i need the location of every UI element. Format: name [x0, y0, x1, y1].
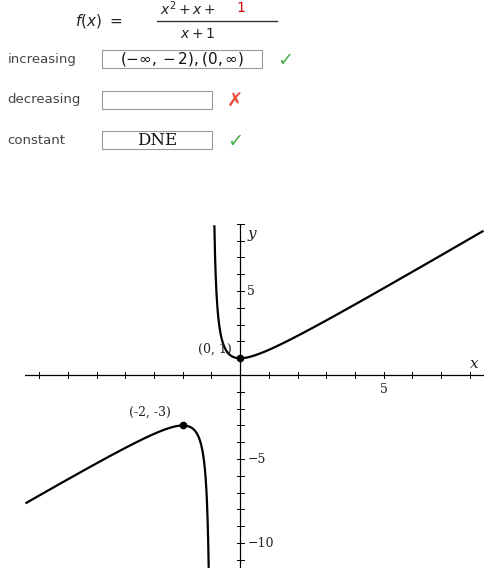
- Text: −10: −10: [248, 537, 274, 549]
- Text: $f(x)\ =$: $f(x)\ =$: [75, 12, 122, 30]
- FancyBboxPatch shape: [102, 51, 262, 68]
- Text: (-2, -3): (-2, -3): [129, 406, 171, 419]
- Text: ✓: ✓: [277, 51, 293, 70]
- Text: ✓: ✓: [227, 131, 244, 151]
- Text: decreasing: decreasing: [7, 94, 81, 106]
- Text: constant: constant: [7, 134, 65, 147]
- Text: increasing: increasing: [7, 53, 76, 66]
- Text: $1$: $1$: [236, 2, 245, 15]
- Text: ✗: ✗: [227, 91, 244, 110]
- FancyBboxPatch shape: [102, 131, 212, 149]
- Text: $(-\infty,-2),(0,\infty)$: $(-\infty,-2),(0,\infty)$: [120, 51, 244, 68]
- Text: $x^2 + x +\ $: $x^2 + x +\ $: [160, 0, 216, 18]
- Text: x: x: [470, 357, 478, 371]
- Text: $x + 1$: $x + 1$: [180, 27, 215, 41]
- FancyBboxPatch shape: [102, 91, 212, 109]
- Text: y: y: [248, 227, 256, 241]
- Text: 5: 5: [248, 285, 255, 297]
- Text: 5: 5: [380, 383, 388, 397]
- Text: (0, 1): (0, 1): [198, 343, 232, 356]
- Text: −5: −5: [248, 452, 265, 466]
- Text: DNE: DNE: [137, 131, 177, 149]
